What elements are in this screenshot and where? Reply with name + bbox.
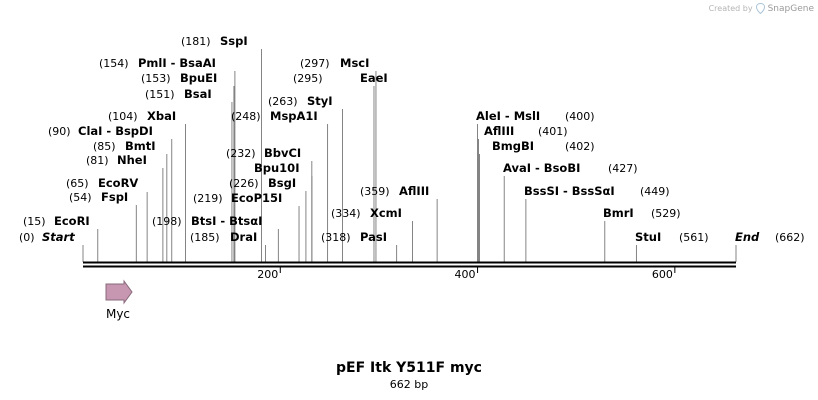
site-name-label[interactable]: EcoP15I [231, 191, 282, 205]
site-position-label: (0) [19, 231, 35, 244]
site-position-label: (529) [651, 207, 681, 220]
feature-arrow-myc[interactable] [105, 279, 133, 305]
site-name-label[interactable]: BssSI - BssSαI [524, 184, 615, 198]
site-name-label[interactable]: BbvCI [264, 146, 301, 160]
site-position-label: (185) [190, 231, 220, 244]
site-position-label: (153) [141, 72, 171, 85]
site-position-label: (65) [66, 177, 89, 190]
dna-backbone [83, 261, 736, 268]
site-name-label[interactable]: BmtI [125, 139, 156, 153]
site-position-label: (318) [321, 231, 351, 244]
site-name-label[interactable]: BsaI [184, 87, 212, 101]
site-name-label[interactable]: DraI [230, 230, 257, 244]
feature-label: Myc [106, 307, 130, 321]
site-position-label: (198) [152, 215, 182, 228]
site-position-label: (400) [565, 110, 595, 123]
site-leaders [82, 49, 737, 262]
site-name-label[interactable]: StyI [307, 94, 333, 108]
site-name-label[interactable]: Start [42, 230, 75, 244]
site-name-label[interactable]: BpuEI [180, 71, 217, 85]
site-position-label: (219) [193, 192, 223, 205]
site-name-label[interactable]: ClaI - BspDI [78, 124, 153, 138]
site-name-label[interactable]: AflIII [399, 184, 429, 198]
backbone-strand-top [83, 261, 736, 264]
site-name-label[interactable]: MscI [340, 56, 369, 70]
site-name-label[interactable]: BmrI [603, 206, 634, 220]
ruler-tick-label: 200 [257, 268, 278, 281]
site-position-label: (248) [231, 110, 261, 123]
linear-map: 200 400 600 (0) Start (15) EcoRI (54) FspI (65) E… [19, 34, 805, 321]
site-position-label: (90) [48, 125, 71, 138]
sequence-name: pEF Itk Y511F myc [336, 360, 482, 376]
site-position-label: (104) [108, 110, 138, 123]
site-position-label: (85) [93, 140, 116, 153]
site-position-label: (151) [145, 88, 175, 101]
site-position-label: (154) [99, 57, 129, 70]
snapgene-logo-icon [755, 3, 765, 14]
site-name-label[interactable]: XcmI [370, 206, 402, 220]
site-position-label: (295) [293, 72, 323, 85]
ruler-tick-label: 400 [455, 268, 476, 281]
snapgene-credit: Created by SnapGene [709, 3, 814, 14]
site-position-label: (81) [86, 154, 109, 167]
site-labels: (0) Start (15) EcoRI (54) FspI (65) EcoRV (81) Nh… [19, 34, 805, 244]
site-name-label[interactable]: PmlI - BsaAI [138, 56, 216, 70]
site-name-label[interactable]: AleI - MslI [476, 109, 540, 123]
site-name-label[interactable]: EaeI [360, 71, 388, 85]
site-position-label: (427) [608, 162, 638, 175]
site-name-label[interactable]: AflIII [484, 124, 514, 138]
site-name-label[interactable]: FspI [101, 190, 128, 204]
site-name-label[interactable]: SspI [220, 34, 248, 48]
site-position-label: (561) [679, 231, 709, 244]
site-position-label: (181) [181, 35, 211, 48]
credit-prefix: Created by [708, 4, 753, 13]
site-name-label[interactable]: PasI [360, 230, 387, 244]
ruler-ticks: 200 400 600 [257, 267, 676, 281]
site-position-label: (662) [775, 231, 805, 244]
site-position-label: (263) [268, 95, 298, 108]
backbone-strand-bottom [83, 265, 736, 268]
credit-brand: SnapGene [767, 3, 814, 14]
site-name-label[interactable]: BsgI [268, 176, 296, 190]
site-name-label[interactable]: Bpu10I [254, 161, 299, 175]
site-name-label[interactable]: BmgBI [492, 139, 534, 153]
site-name-label[interactable]: EcoRI [54, 214, 90, 228]
site-name-label[interactable]: NheI [117, 153, 147, 167]
site-position-label: (15) [23, 215, 46, 228]
feature-track: Myc [105, 279, 133, 321]
site-name-label[interactable]: BtsI - BtsαI [191, 214, 262, 228]
site-name-label[interactable]: End [735, 230, 760, 244]
site-name-label[interactable]: MspA1I [270, 109, 318, 123]
sequence-length: 662 bp [389, 378, 429, 391]
site-position-label: (402) [565, 140, 595, 153]
site-position-label: (401) [538, 125, 568, 138]
site-name-label[interactable]: EcoRV [98, 176, 138, 190]
ruler-tick-label: 600 [652, 268, 673, 281]
site-position-label: (54) [69, 191, 92, 204]
site-name-label[interactable]: AvaI - BsoBI [503, 161, 580, 175]
site-name-label[interactable]: StuI [635, 230, 661, 244]
site-position-label: (297) [300, 57, 330, 70]
site-position-label: (359) [360, 185, 390, 198]
site-position-label: (226) [229, 177, 259, 190]
site-position-label: (334) [331, 207, 361, 220]
site-name-label[interactable]: XbaI [147, 109, 176, 123]
site-position-label: (232) [226, 147, 256, 160]
site-position-label: (449) [640, 185, 670, 198]
